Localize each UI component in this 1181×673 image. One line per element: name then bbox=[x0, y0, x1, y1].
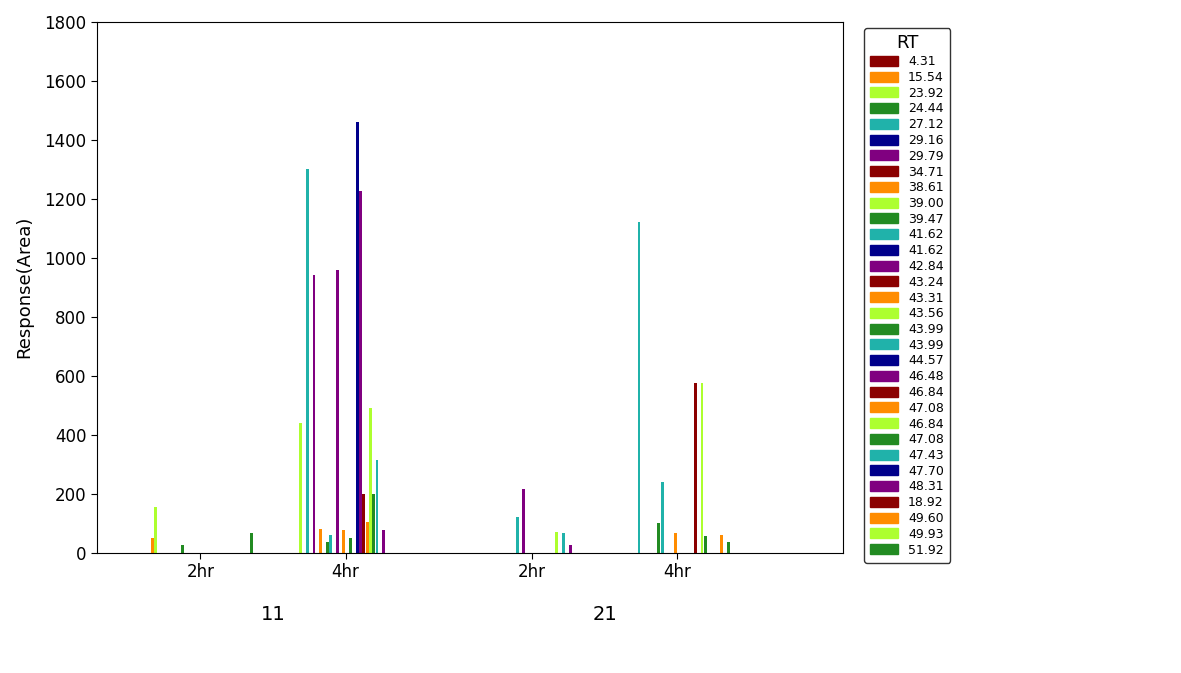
Bar bbox=[562, 534, 565, 553]
Bar bbox=[522, 489, 526, 553]
Bar bbox=[383, 530, 385, 553]
Bar bbox=[335, 270, 339, 553]
Bar bbox=[694, 383, 697, 553]
Legend: 4.31, 15.54, 23.92, 24.44, 27.12, 29.16, 29.79, 34.71, 38.61, 39.00, 39.47, 41.6: 4.31, 15.54, 23.92, 24.44, 27.12, 29.16,… bbox=[864, 28, 950, 563]
Bar bbox=[319, 529, 322, 553]
Bar bbox=[674, 534, 677, 553]
Bar bbox=[727, 542, 730, 553]
Bar bbox=[299, 423, 302, 553]
Bar bbox=[313, 275, 315, 553]
Bar bbox=[359, 192, 361, 553]
Bar bbox=[306, 170, 309, 553]
Bar bbox=[250, 534, 253, 553]
Bar bbox=[366, 522, 368, 553]
Bar bbox=[329, 535, 332, 553]
Bar bbox=[372, 493, 376, 553]
Bar bbox=[555, 532, 559, 553]
Bar bbox=[368, 408, 372, 553]
Bar bbox=[350, 538, 352, 553]
Bar bbox=[326, 542, 328, 553]
Bar bbox=[700, 383, 704, 553]
Y-axis label: Response(Area): Response(Area) bbox=[15, 216, 33, 359]
Bar bbox=[181, 545, 183, 553]
Bar bbox=[151, 538, 154, 553]
Text: 11: 11 bbox=[261, 605, 286, 625]
Bar bbox=[638, 223, 640, 553]
Text: 21: 21 bbox=[592, 605, 616, 625]
Bar bbox=[363, 493, 365, 553]
Bar bbox=[355, 122, 359, 553]
Bar bbox=[516, 518, 518, 553]
Bar bbox=[661, 482, 664, 553]
Bar bbox=[155, 507, 157, 553]
Bar bbox=[704, 536, 706, 553]
Bar bbox=[342, 530, 345, 553]
Bar bbox=[376, 460, 378, 553]
Bar bbox=[720, 535, 724, 553]
Bar bbox=[569, 545, 572, 553]
Bar bbox=[658, 523, 660, 553]
